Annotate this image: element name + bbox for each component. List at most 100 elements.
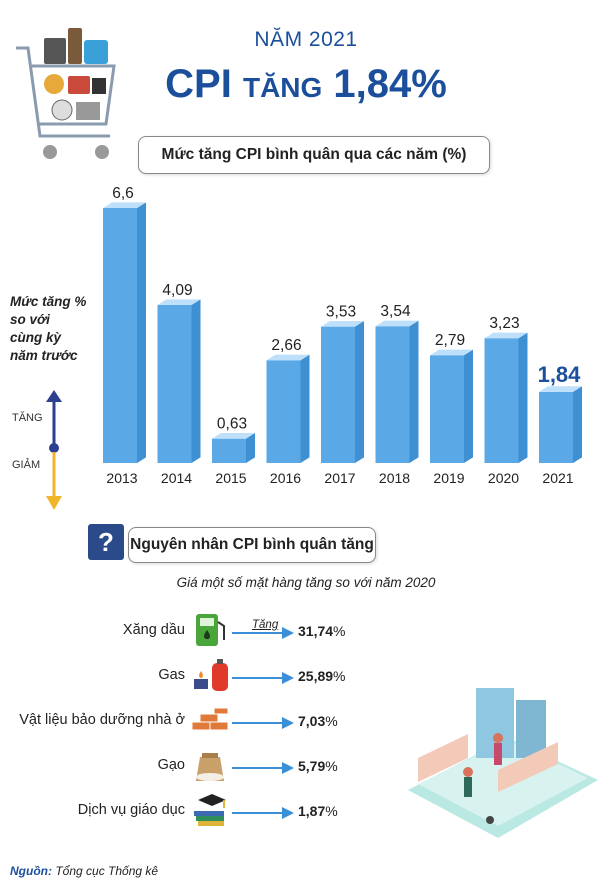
arrow-right-icon [232, 762, 294, 774]
bar [103, 202, 146, 463]
supermarket-illustration [408, 688, 598, 838]
bar-top [266, 354, 310, 361]
chart-heading: Mức tăng CPI bình quân qua các năm (%) [138, 136, 490, 174]
bar-front [157, 304, 192, 463]
comparison-note: Giá một số mặt hàng tăng so với năm 2020 [176, 575, 436, 590]
bar [321, 320, 364, 463]
bar-front [539, 391, 573, 463]
page-title: CPI TĂNG 1,84% [0, 62, 612, 107]
bar-front [484, 338, 519, 463]
cause-value: 25,89 [298, 668, 334, 684]
rice-sack-icon [190, 747, 230, 783]
title-prefix: CPI [165, 62, 232, 106]
x-tick-label: 2014 [161, 470, 192, 486]
cause-unit: % [333, 623, 346, 639]
bar-side [137, 202, 146, 463]
bar-value-label: 2,79 [435, 332, 465, 349]
y-axis-label: Mức tăng % so với cùng kỳ năm trước [10, 293, 98, 365]
title-value: 1,84% [333, 62, 447, 106]
bar-side [464, 349, 473, 463]
bar [484, 332, 528, 463]
y-axis-label-line: so với [10, 312, 50, 327]
bar-side [573, 386, 582, 463]
bar-top [430, 349, 473, 356]
y-axis-label-line: Mức tăng % [10, 294, 87, 309]
bar-top [321, 320, 364, 327]
cause-percent: 7,03% [298, 713, 338, 729]
cause-label: Xăng dầu [122, 622, 185, 638]
source-label: Nguồn: [10, 864, 52, 878]
bar [212, 433, 255, 463]
question-icon: ? [88, 524, 124, 560]
x-tick-label: 2019 [433, 470, 464, 486]
x-tick-label: 2013 [106, 470, 137, 486]
bar-side [409, 320, 419, 463]
bar-side [355, 320, 364, 463]
y-axis-label-line: năm trước [10, 348, 78, 363]
x-tick-label: 2017 [324, 470, 355, 486]
source-note: Nguồn: Tổng cục Thống kê [10, 864, 158, 878]
bar-value-label: 3,23 [489, 315, 519, 332]
cause-unit: % [333, 668, 346, 684]
bar [266, 354, 310, 463]
fuel-pump-icon [190, 612, 230, 648]
cause-percent: 31,74% [298, 623, 346, 639]
bar-front [321, 326, 355, 463]
bar-value-label: 2,66 [271, 337, 301, 354]
cause-unit: % [325, 803, 338, 819]
title-verb: TĂNG [242, 72, 323, 103]
arrow-right-icon [232, 627, 294, 639]
cause-label: Gạo [157, 757, 185, 773]
bar-top [484, 332, 528, 339]
shopping-cart-icon [16, 28, 116, 159]
cause-value: 1,87 [298, 803, 326, 819]
bar-front [430, 355, 464, 463]
y-axis-label-line: cùng kỳ [10, 330, 62, 345]
bar-top [157, 299, 201, 305]
bar-top [212, 433, 255, 439]
x-tick-label: 2016 [270, 470, 301, 486]
bar-value-label: 6,6 [112, 185, 134, 202]
cause-value: 7,03 [298, 713, 326, 729]
x-tick-label: 2021 [542, 470, 573, 486]
bar-side [246, 433, 255, 463]
bar-side [518, 332, 528, 463]
cause-percent: 5,79% [298, 758, 338, 774]
bar-front [103, 208, 137, 463]
bar [157, 299, 201, 463]
cause-percent: 25,89% [298, 668, 346, 684]
bar-value-label: 1,84 [538, 362, 582, 387]
increase-label: TĂNG [12, 412, 43, 424]
cause-label: Vật liệu bảo dưỡng nhà ở [19, 712, 185, 728]
x-tick-label: 2015 [215, 470, 246, 486]
bar [539, 386, 582, 463]
cause-label: Dịch vụ giáo dục [77, 802, 185, 818]
arrow-right-icon [232, 717, 294, 729]
bar [430, 349, 473, 463]
bar [375, 320, 419, 463]
bar-front [266, 360, 301, 463]
year-subtitle: NĂM 2021 [254, 28, 358, 51]
bar-top [103, 202, 146, 208]
cause-label: Gas [158, 667, 185, 683]
gas-cylinder-icon [190, 657, 230, 693]
up-down-arrow-icon [46, 390, 62, 510]
cause-unit: % [325, 713, 338, 729]
arrow-right-icon [232, 807, 294, 819]
bar-top [539, 386, 582, 392]
causes-heading: Nguyên nhân CPI bình quân tăng [128, 527, 376, 563]
source-text: Tổng cục Thống kê [55, 864, 159, 878]
cpi-bar-chart: 6,6 2013 4,09 2014 0,63 2015 2,66 2016 3,53 2017 3… [103, 185, 582, 486]
decrease-label: GIẢM [12, 459, 41, 471]
bar-side [300, 354, 310, 463]
x-tick-label: 2020 [488, 470, 519, 486]
graduation-books-icon [190, 792, 230, 828]
arrow-right-icon [232, 672, 294, 684]
cause-unit: % [325, 758, 338, 774]
bar-front [375, 326, 410, 463]
cause-percent: 1,87% [298, 803, 338, 819]
bar-value-label: 4,09 [162, 282, 192, 299]
cause-value: 5,79 [298, 758, 326, 774]
x-tick-label: 2018 [379, 470, 410, 486]
increase-tag: Tăng [252, 619, 279, 631]
